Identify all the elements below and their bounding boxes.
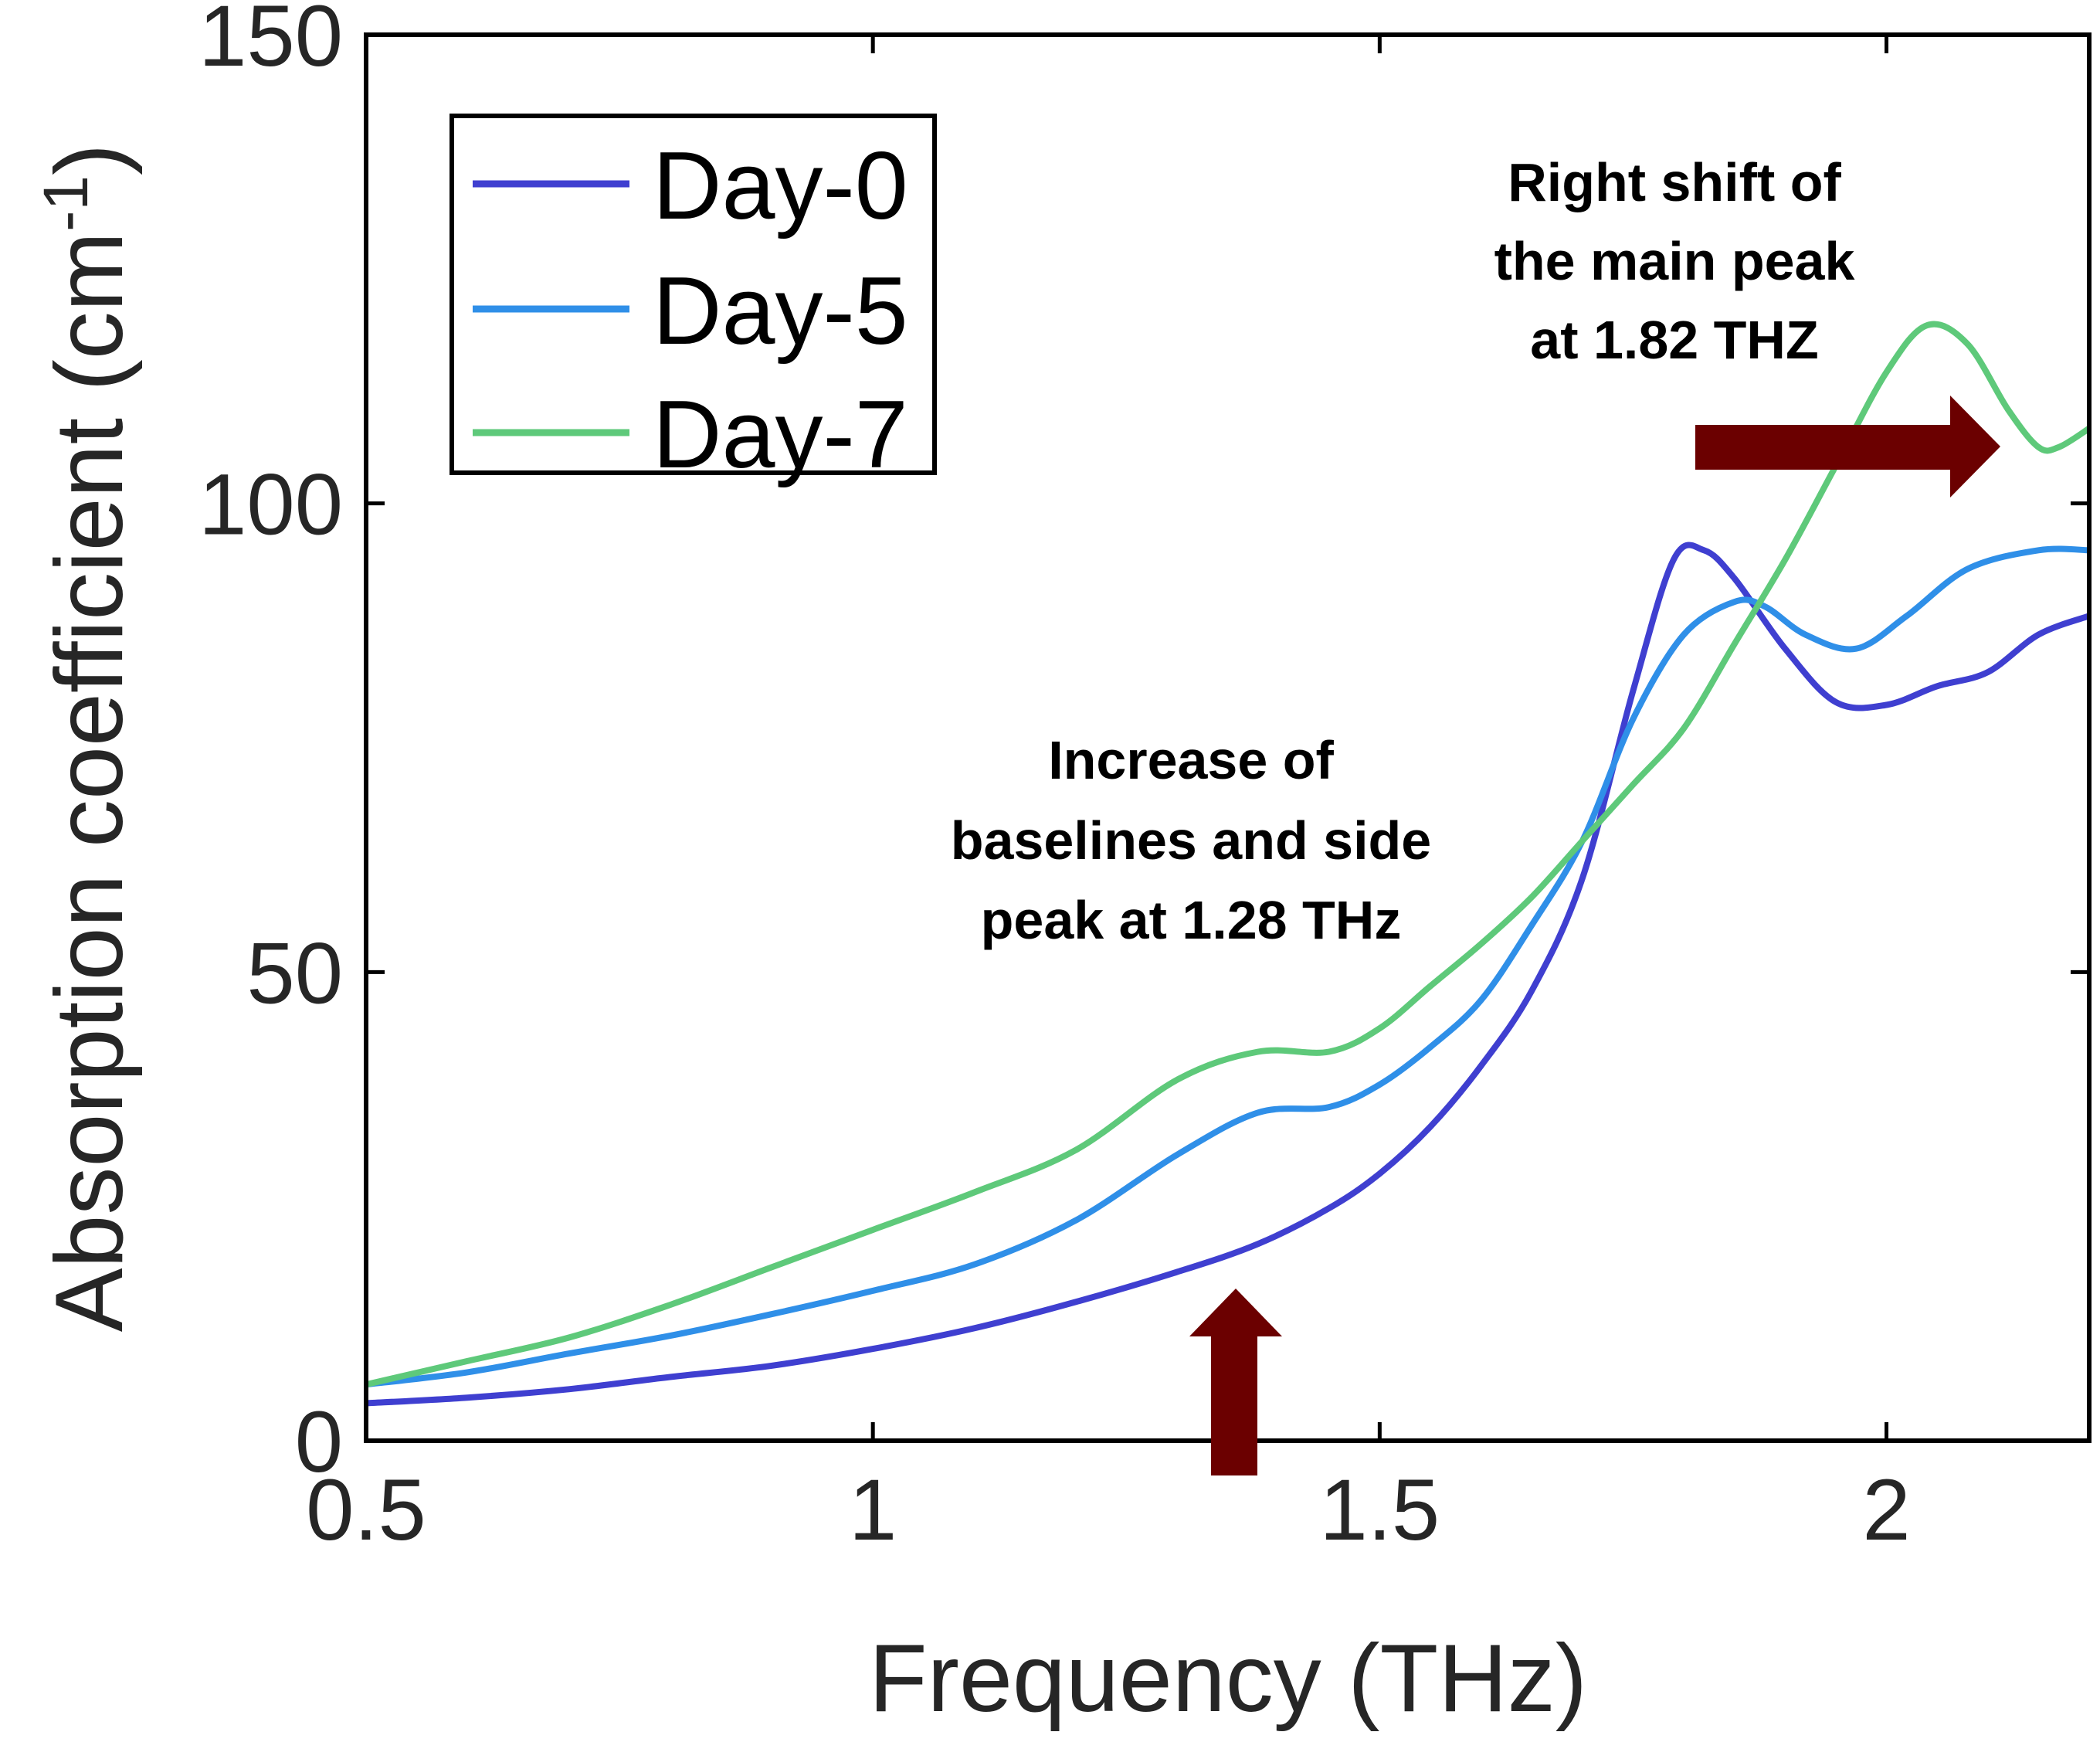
series-line-day-5: [366, 545, 2089, 1388]
legend: Day-0 Day-5 Day-7: [450, 114, 937, 488]
annotation-peak-line-1: Right shift of: [1508, 152, 1841, 212]
annotation-baseline-line-3: peak at 1.28 THz: [981, 890, 1402, 950]
annotation-baseline-line-1: Increase of: [1048, 730, 1334, 790]
legend-entry-day-5: Day-5: [653, 258, 908, 365]
x-tick-label: 0.5: [306, 1462, 426, 1558]
annotation-peak-line-3: at 1.82 THZ: [1530, 310, 1818, 370]
y-axis-label-close: ): [36, 144, 143, 175]
legend-entry-day-7: Day-7: [653, 382, 908, 488]
y-tick-label: 100: [198, 457, 343, 553]
annotation-baseline: Increase of baselines and side peak at 1…: [951, 730, 1431, 950]
tick-labels: 0.5 1 1.5 2 0 50 100 150: [198, 0, 1911, 1558]
y-axis-label-sup: -1: [31, 175, 101, 232]
y-tick-label: 50: [246, 925, 343, 1021]
legend-entry-day-0: Day-0: [653, 133, 908, 239]
x-tick-label: 2: [1862, 1462, 1910, 1558]
x-axis-label: Frequency (THz): [869, 1625, 1587, 1732]
y-tick-label: 150: [198, 0, 343, 84]
series-lines: [366, 321, 2089, 1407]
x-tick-label: 1: [849, 1462, 897, 1558]
y-axis-label-main: Absorption coefficient (cm: [36, 232, 143, 1332]
y-tick-label: 0: [295, 1394, 343, 1490]
annotation-baseline-line-2: baselines and side: [951, 810, 1431, 871]
series-line-day-7: [366, 321, 2089, 1388]
series-line-day-0: [366, 542, 2089, 1407]
annotation-peak-line-2: the main peak: [1494, 231, 1855, 291]
right-arrow-icon: [1695, 396, 2000, 497]
up-arrow-icon: [1189, 1289, 1282, 1475]
y-axis-label: Absorption coefficient (cm-1): [31, 144, 144, 1333]
axis-ticks: [364, 32, 2089, 1443]
x-tick-label: 1.5: [1320, 1462, 1440, 1558]
annotation-peak-shift: Right shift of the main peak at 1.82 THZ: [1494, 152, 1855, 370]
legend-box: [450, 114, 937, 475]
